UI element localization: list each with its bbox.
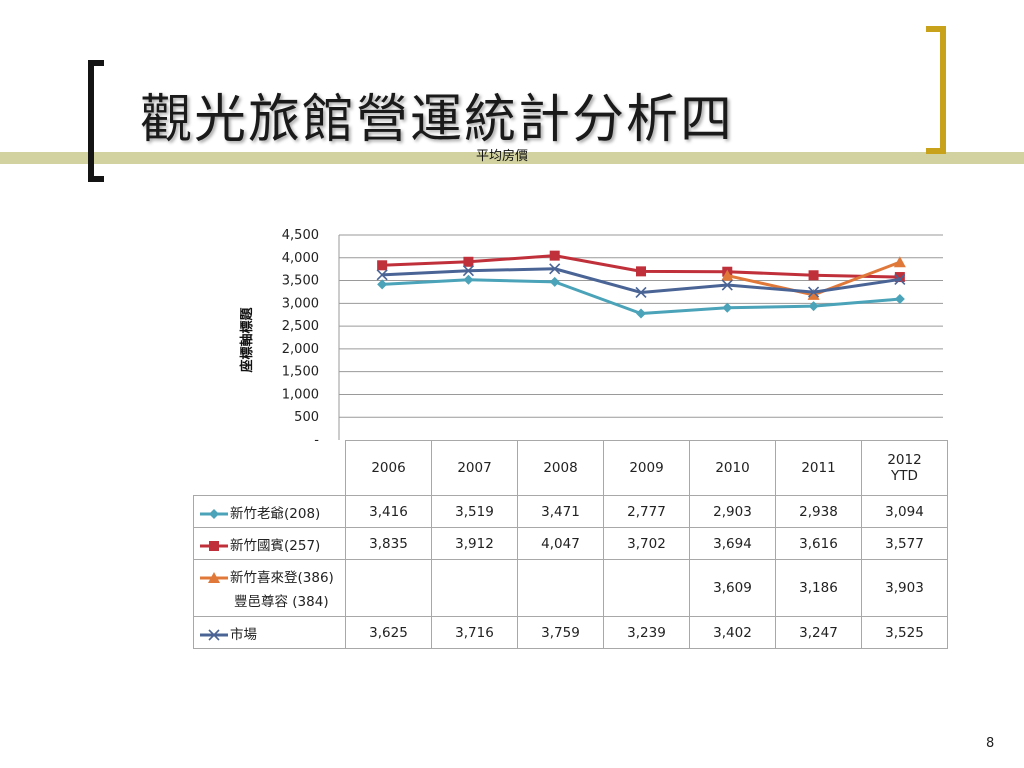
data-point xyxy=(636,266,646,277)
header-bar xyxy=(0,152,1024,164)
data-cell: 3,186 xyxy=(775,559,862,617)
y-tick-label: 1,500 xyxy=(282,365,319,380)
data-point xyxy=(808,270,819,281)
data-cell: 3,471 xyxy=(517,495,604,528)
data-point xyxy=(808,301,819,312)
data-point xyxy=(549,263,561,275)
y-tick-label: 2,000 xyxy=(282,342,319,357)
legend-key xyxy=(200,628,228,641)
legend-entry: 新竹國賓(257) xyxy=(193,527,346,560)
data-cell: 4,047 xyxy=(517,527,604,560)
data-point xyxy=(463,256,474,267)
legend-key xyxy=(200,508,228,519)
data-cell xyxy=(603,559,690,617)
series-name: 新竹喜來登(386) xyxy=(230,570,334,586)
data-point xyxy=(636,308,646,319)
y-tick-label: 2,500 xyxy=(282,319,319,334)
y-tick-label: 3,500 xyxy=(282,274,319,289)
data-cell: 3,835 xyxy=(345,527,432,560)
data-cell: 3,239 xyxy=(603,616,690,649)
data-point xyxy=(894,273,906,285)
data-cell: 3,416 xyxy=(345,495,432,528)
x-tick-label: 2006 xyxy=(345,440,432,496)
data-cell: 3,702 xyxy=(603,527,690,560)
data-cell xyxy=(345,559,432,617)
data-cell: 3,402 xyxy=(689,616,776,649)
x-tick-label: 2008 xyxy=(517,440,604,496)
data-cell: 3,616 xyxy=(775,527,862,560)
legend-entry: 新竹喜來登(386) 豐邑尊容 (384) xyxy=(193,559,346,617)
data-cell: 3,525 xyxy=(861,616,948,649)
slide-title: 觀光旅館營運統計分析四 xyxy=(140,90,735,150)
data-point xyxy=(893,256,906,268)
y-tick-label: 4,000 xyxy=(282,251,319,266)
data-cell: 3,759 xyxy=(517,616,604,649)
data-point xyxy=(462,265,474,277)
data-point xyxy=(377,279,388,290)
data-cell: 2,777 xyxy=(603,495,690,528)
table-header-row: 2006 2007 2008 2009 2010 2011 2012 YTD xyxy=(193,440,948,496)
series-name: 新竹老爺(208) xyxy=(230,505,321,522)
data-cell: 3,094 xyxy=(861,495,948,528)
data-cell: 3,694 xyxy=(689,527,776,560)
data-point xyxy=(894,294,905,305)
data-point xyxy=(549,250,560,261)
y-axis-label: 座標軸標題 xyxy=(239,307,255,374)
x-tick-label: 2009 xyxy=(603,440,690,496)
data-point xyxy=(463,274,474,285)
data-cell xyxy=(431,559,518,617)
x-tick-label: 2012 YTD xyxy=(861,440,948,496)
data-point xyxy=(549,276,560,287)
x-tick-label: 2011 xyxy=(775,440,862,496)
table-row: 新竹國賓(257) 3,835 3,912 4,047 3,702 3,694 3,616 3… xyxy=(193,527,948,560)
y-tick-label: 500 xyxy=(294,410,319,425)
table-row: 新竹喜來登(386) 豐邑尊容 (384) 3,609 3,186 3,903 xyxy=(193,559,948,617)
page-number: 8 xyxy=(986,736,995,751)
y-tick-label: 4,500 xyxy=(282,228,319,243)
data-cell: 3,519 xyxy=(431,495,518,528)
series-name-secondary: 豐邑尊容 (384) xyxy=(234,594,329,610)
data-point xyxy=(377,260,388,271)
x-tick-label: 2007 xyxy=(431,440,518,496)
data-point xyxy=(721,279,733,291)
data-cell: 3,625 xyxy=(345,616,432,649)
series-line xyxy=(382,278,900,315)
legend-entry: 市場 xyxy=(193,616,346,649)
data-cell: 3,577 xyxy=(861,527,948,560)
data-point xyxy=(808,286,820,298)
data-point xyxy=(807,288,820,300)
data-cell: 2,938 xyxy=(775,495,862,528)
legend-key xyxy=(200,572,228,583)
data-cell: 3,716 xyxy=(431,616,518,649)
right-bracket-decoration xyxy=(926,26,946,154)
data-point xyxy=(635,286,647,299)
data-table: 2006 2007 2008 2009 2010 2011 2012 YTD 新竹老爺(208)… xyxy=(193,440,948,649)
data-point xyxy=(721,269,734,281)
table-row: 新竹老爺(208) 3,416 3,519 3,471 2,777 2,903 2,938 3… xyxy=(193,495,948,528)
table-corner xyxy=(193,440,346,496)
data-cell: 3,247 xyxy=(775,616,862,649)
series-name: 新竹國賓(257) xyxy=(230,537,321,554)
legend-key xyxy=(200,540,228,551)
left-bracket-decoration xyxy=(88,60,104,182)
y-tick-label: 3,000 xyxy=(282,296,319,311)
data-cell: 3,609 xyxy=(689,559,776,617)
x-tick-label: 2010 xyxy=(689,440,776,496)
legend-entry: 新竹老爺(208) xyxy=(193,495,346,528)
table-row: 市場 3,625 3,716 3,759 3,239 3,402 3,247 3,525 xyxy=(193,616,948,649)
chart-title: 平均房價 xyxy=(476,149,529,164)
series-name: 市場 xyxy=(230,626,257,643)
y-tick-label: 1,000 xyxy=(282,387,319,402)
data-point xyxy=(894,272,905,283)
data-cell xyxy=(517,559,604,617)
data-cell: 2,903 xyxy=(689,495,776,528)
data-point xyxy=(376,269,388,281)
data-cell: 3,912 xyxy=(431,527,518,560)
data-point xyxy=(722,302,733,313)
data-cell: 3,903 xyxy=(861,559,948,617)
